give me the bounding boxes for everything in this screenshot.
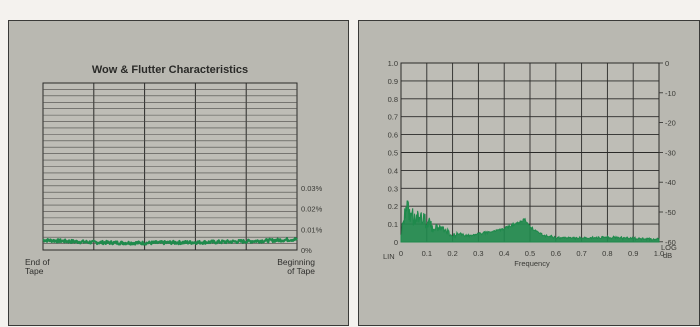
y-left-tick-label: 0.5 xyxy=(388,149,398,158)
y-right-tick-label: 0 xyxy=(665,59,669,68)
y-right-axis-label-line1: LOG xyxy=(661,243,677,252)
y-right-tick-label: -60 xyxy=(665,238,676,247)
x-tick-label: 0.1 xyxy=(422,249,432,258)
x-tick-label: 0.7 xyxy=(576,249,586,258)
spectrum-trace xyxy=(400,200,660,243)
y-left-tick-label: 0.2 xyxy=(388,202,398,211)
x-tick-label: 0 xyxy=(399,249,403,258)
wow-flutter-trace xyxy=(42,237,298,246)
x-tick-label: 0.2 xyxy=(447,249,457,258)
y-right-tick-label: -50 xyxy=(665,208,676,217)
y-left-tick-label: 1.0 xyxy=(388,59,398,68)
x-tick-label: 0.4 xyxy=(499,249,509,258)
y-left-tick-label: 0.6 xyxy=(388,131,398,140)
y-left-tick-label: 0.9 xyxy=(388,77,398,86)
y-left-tick-label: 0.8 xyxy=(388,95,398,104)
wow-flutter-panel: Wow & Flutter Characteristics 0.03% 0.02% 0… xyxy=(8,20,349,326)
x-tick-label: 0.6 xyxy=(551,249,561,258)
y-tick-label: 0.02% xyxy=(301,205,323,214)
x-start-label-line1: End of xyxy=(25,257,50,267)
y-left-tick-label: 0.4 xyxy=(388,166,398,175)
y-left-axis-label: LIN xyxy=(383,252,395,261)
y-right-tick-label: -40 xyxy=(665,178,676,187)
y-right-tick-label: -20 xyxy=(665,119,676,128)
y-left-tick-label: 0.1 xyxy=(388,220,398,229)
y-tick-label: 0.01% xyxy=(301,225,323,234)
x-tick-label: 0.5 xyxy=(525,249,535,258)
frequency-spectrum-chart: 1.0 0.9 0.8 0.7 0.6 0.5 0.4 0.3 0.2 0.1 0 LIN 0 -10 -2… xyxy=(383,59,677,268)
y-right-tick-label: -30 xyxy=(665,148,676,157)
x-end-label-line2: of Tape xyxy=(287,266,315,276)
x-tick-label: 0.3 xyxy=(473,249,483,258)
y-tick-label: 0% xyxy=(301,246,312,255)
y-left-tick-label: 0.3 xyxy=(388,184,398,193)
x-tick-label: 1.0 xyxy=(654,249,664,258)
y-left-tick-label: 0 xyxy=(394,238,398,247)
wow-flutter-chart: Wow & Flutter Characteristics 0.03% 0.02% 0… xyxy=(25,64,323,276)
x-tick-label: 0.9 xyxy=(628,249,638,258)
y-left-tick-label: 0.7 xyxy=(388,113,398,122)
x-end-label-line1: Beginning xyxy=(277,257,315,267)
y-right-axis-label-line2: dB xyxy=(663,251,672,260)
chart-title: Wow & Flutter Characteristics xyxy=(92,64,248,76)
frequency-spectrum-panel: 1.0 0.9 0.8 0.7 0.6 0.5 0.4 0.3 0.2 0.1 0 LIN 0 -10 -2… xyxy=(358,20,700,326)
x-tick-label: 0.8 xyxy=(602,249,612,258)
y-tick-label: 0.03% xyxy=(301,184,323,193)
x-start-label-line2: Tape xyxy=(25,266,44,276)
x-axis-label: Frequency xyxy=(514,259,550,268)
y-right-tick-label: -10 xyxy=(665,89,676,98)
